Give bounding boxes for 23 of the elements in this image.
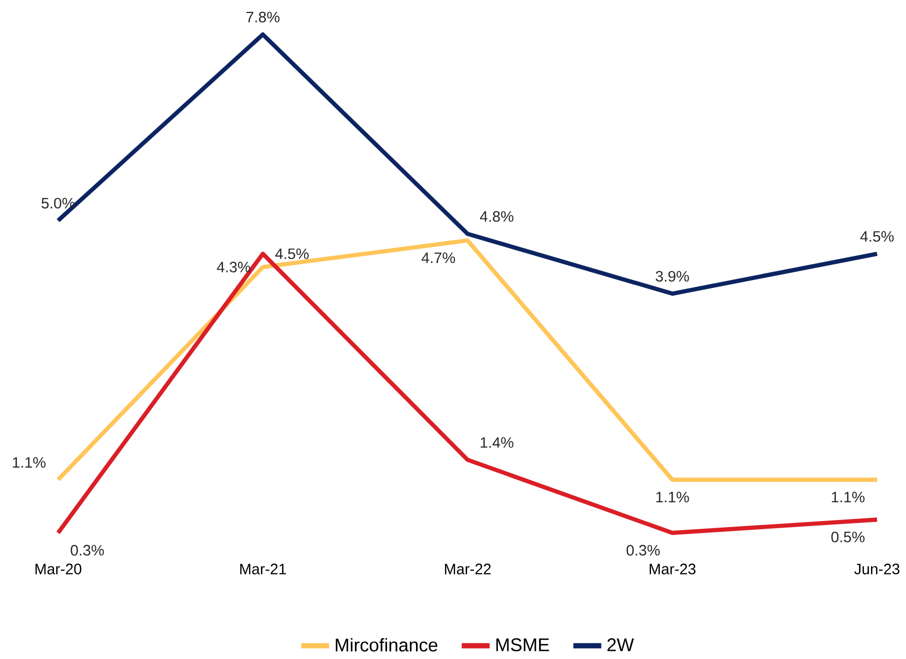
- x-tick-label: Mar-22: [444, 564, 491, 575]
- legend-label: MSME: [496, 638, 550, 652]
- data-label: 0.3%: [70, 545, 104, 556]
- data-label: 4.5%: [860, 231, 894, 242]
- x-tick-label: Mar-21: [240, 564, 286, 575]
- data-label: 4.7%: [422, 252, 456, 264]
- data-label: 1.1%: [832, 492, 865, 503]
- data-label: 7.8%: [246, 12, 280, 23]
- data-label: 5.0%: [42, 198, 75, 209]
- data-label: 3.9%: [656, 271, 689, 282]
- x-tick-label: Mar-23: [650, 564, 696, 575]
- data-label: 1.1%: [12, 457, 46, 468]
- data-label: 1.4%: [480, 437, 514, 448]
- data-label: 4.5%: [275, 248, 309, 260]
- data-label: 4.3%: [216, 262, 250, 273]
- legend-label: Mircofinance: [336, 638, 438, 652]
- data-label: 0.5%: [831, 532, 865, 543]
- data-label: 1.1%: [656, 492, 689, 503]
- legend-label: 2W: [607, 638, 634, 652]
- x-tick-label: Mar-20: [36, 564, 82, 575]
- x-tick-label: Jun-23: [854, 564, 900, 575]
- data-label: 0.3%: [626, 545, 660, 556]
- data-label: 4.8%: [480, 211, 514, 222]
